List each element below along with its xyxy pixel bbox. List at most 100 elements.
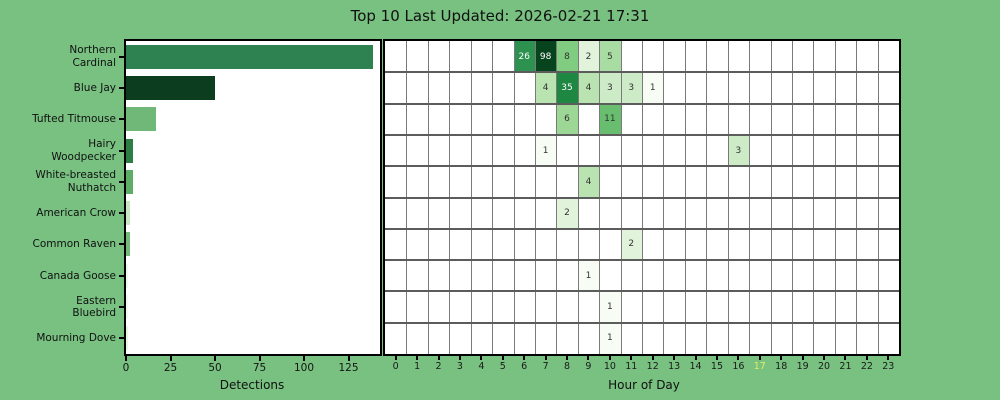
hour-axis-tick: [844, 356, 847, 360]
species-label: White-breasted Nuthatch: [0, 169, 116, 194]
heatmap-cell: 6: [556, 103, 578, 135]
hour-tick-label: 13: [668, 361, 681, 372]
hour-tick-label: 22: [860, 361, 873, 372]
detection-bar: [126, 169, 134, 194]
heatmap-cell: 8: [556, 41, 578, 73]
y-axis-tick: [119, 212, 124, 215]
heatmap-cell: 4: [577, 166, 600, 198]
heatmap-cell: 2: [620, 228, 642, 261]
hour-tick-label: 14: [689, 361, 702, 372]
detections-axis-tick: [125, 356, 127, 361]
detections-tick-label: 50: [208, 362, 222, 374]
heatmap-cell: 98: [534, 41, 557, 73]
y-axis-tick: [119, 337, 124, 340]
hour-axis-tick: [865, 356, 868, 360]
heatmap-grid-line-horizontal: [385, 321, 899, 324]
heatmap-cell: 1: [642, 72, 664, 104]
hourly-heatmap: 26 98 8 2 5 4 35 4 3 3 1 6 11 1 3 4 2 2 1 1 1: [383, 39, 901, 356]
species-label: Northern Cardinal: [0, 44, 116, 69]
hour-axis-tick: [416, 356, 419, 360]
species-label-line: Common Raven: [32, 238, 116, 251]
hour-tick-label: 5: [499, 361, 506, 372]
hour-tick-label: 9: [585, 361, 592, 372]
species-label: Canada Goose: [0, 270, 116, 283]
detection-bar: [126, 75, 215, 100]
hour-axis-tick: [630, 356, 633, 360]
detection-bar: [126, 107, 157, 132]
species-label-line: Hairy: [88, 138, 116, 151]
hour-axis-tick: [394, 356, 397, 360]
hour-axis-tick: [501, 356, 504, 360]
hour-axis-tick: [608, 356, 611, 360]
heatmap-cell: 4: [577, 72, 600, 104]
hour-axis-tick: [651, 356, 654, 360]
y-axis-tick: [119, 55, 124, 58]
hour-axis-tick: [437, 356, 440, 360]
detection-bar: [126, 263, 128, 288]
detections-tick-label: 25: [163, 362, 178, 374]
species-label: Eastern Bluebird: [0, 295, 116, 320]
heatmap-grid-line-horizontal: [385, 165, 899, 168]
detection-bar: [126, 138, 134, 163]
hour-tick-label: 11: [625, 361, 638, 372]
species-label-line: Cardinal: [72, 56, 117, 69]
heatmap-cell: 1: [534, 134, 557, 167]
detections-axis-tick: [347, 356, 350, 361]
species-label-line: Tufted Titmouse: [32, 113, 116, 125]
y-axis-tick: [119, 274, 124, 277]
heatmap-grid-line-horizontal: [385, 196, 899, 199]
y-axis-tick: [119, 180, 124, 183]
hour-tick-label: 15: [710, 361, 723, 372]
hour-axis-tick: [523, 356, 526, 360]
heatmap-cell: 1: [599, 291, 621, 323]
detections-tick-label: 0: [122, 362, 130, 374]
hour-axis-tick: [715, 356, 718, 360]
detections-tick-label: 125: [338, 362, 359, 374]
species-label-line: Northern: [69, 44, 116, 57]
heatmap-cell: 3: [727, 134, 750, 167]
hour-tick-label: 16: [732, 361, 745, 372]
hour-axis-tick: [566, 356, 569, 360]
hour-axis-tick: [458, 356, 461, 360]
detections-tick-label: 75: [252, 362, 267, 374]
heatmap-grid-line-horizontal: [385, 102, 899, 105]
hour-tick-label: 20: [817, 361, 831, 372]
chart-title: Top 10 Last Updated: 2026-02-21 17:31: [350, 7, 650, 25]
species-label: Tufted Titmouse: [0, 113, 116, 126]
species-label: Mourning Dove: [0, 332, 116, 345]
hour-tick-label: 3: [456, 361, 463, 372]
hour-axis-tick: [694, 356, 697, 360]
heatmap-cell: 11: [599, 103, 621, 135]
hour-tick-label: 17: [753, 361, 766, 372]
species-label-line: Mourning Dove: [36, 332, 116, 345]
species-label-line: Eastern: [76, 294, 116, 307]
heatmap-cell: 3: [620, 72, 642, 104]
hour-tick-label: 19: [796, 361, 809, 372]
hour-axis-tick: [673, 356, 676, 360]
hour-tick-label: 23: [882, 361, 895, 372]
hour-tick-label: 10: [603, 361, 616, 372]
heatmap-cell: 5: [599, 41, 621, 73]
heatmap-cell: 4: [534, 72, 557, 104]
hour-axis-label: Hour of Day: [608, 378, 680, 392]
hour-tick-label: 0: [392, 361, 399, 372]
detection-bar: [126, 295, 128, 320]
hour-tick-label: 1: [414, 361, 421, 372]
heatmap-grid-line-horizontal: [385, 290, 899, 293]
detections-axis-tick: [303, 356, 305, 361]
hour-axis-tick: [587, 356, 590, 360]
hour-tick-label: 2: [435, 361, 442, 372]
hour-axis-tick: [801, 356, 804, 360]
heatmap-cell: 1: [599, 322, 621, 354]
hour-tick-label: 8: [564, 361, 571, 372]
heatmap-cell: 2: [556, 197, 578, 229]
species-label: Hairy Woodpecker: [0, 138, 116, 163]
species-label: Common Raven: [0, 238, 116, 251]
species-label-line: Bluebird: [72, 307, 116, 320]
detections-axis-tick: [214, 356, 216, 361]
detections-axis-tick: [169, 356, 172, 361]
heatmap-cell: 3: [599, 72, 621, 104]
detection-bar: [126, 44, 374, 69]
detections-tick-label: 100: [293, 362, 315, 374]
heatmap-grid-line-horizontal: [385, 227, 899, 230]
